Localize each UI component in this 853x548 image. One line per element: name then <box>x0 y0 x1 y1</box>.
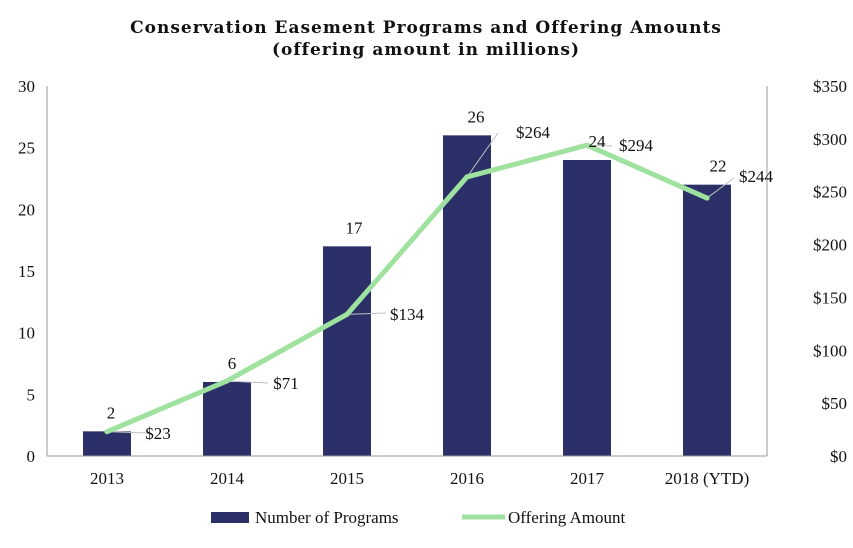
line-value-label: $71 <box>273 374 299 393</box>
right-tick-label: $350 <box>813 77 847 96</box>
leader-line <box>106 431 149 434</box>
line-point <box>224 378 230 384</box>
offering-amount-line <box>104 142 710 435</box>
bar <box>83 431 131 456</box>
legend-label-offering-amount: Offering Amount <box>508 508 626 527</box>
left-tick-label: 20 <box>18 200 35 219</box>
bar-value-label: 22 <box>710 157 727 176</box>
line-layer <box>104 142 710 435</box>
bar <box>563 160 611 456</box>
bar-value-label: 26 <box>468 107 485 126</box>
x-tick-label: 2016 <box>450 469 484 488</box>
left-tick-label: 25 <box>18 139 35 158</box>
bar-value-label: 2 <box>107 403 116 422</box>
chart-title: Conservation Easement Programs and Offer… <box>130 18 722 38</box>
bar <box>683 184 731 456</box>
x-tick-label: 2015 <box>330 469 364 488</box>
bar-value-label: 24 <box>589 132 607 151</box>
x-tick-label: 2018 (YTD) <box>665 469 750 488</box>
left-axis: 0 5 10 15 20 25 30 <box>18 77 48 466</box>
right-tick-label: $200 <box>813 236 847 255</box>
chart-subtitle: (offering amount in millions) <box>272 40 580 60</box>
x-tick-label: 2014 <box>210 469 245 488</box>
left-tick-label: 30 <box>18 77 35 96</box>
line-point <box>344 311 350 317</box>
bar-value-label: 6 <box>228 354 237 373</box>
left-tick-label: 10 <box>18 324 35 343</box>
leader-line <box>346 312 387 315</box>
bar <box>203 382 251 456</box>
x-tick-label: 2017 <box>570 469 605 488</box>
right-tick-label: $150 <box>813 288 847 307</box>
bar-value-label: 17 <box>346 218 364 237</box>
right-tick-label: $300 <box>813 130 847 149</box>
legend-label-number-of-programs: Number of Programs <box>255 508 399 527</box>
right-tick-label: $250 <box>813 183 847 202</box>
leader-line <box>706 177 735 199</box>
line-value-label: $264 <box>516 123 551 142</box>
x-tick-label: 2013 <box>90 469 124 488</box>
line-point <box>704 195 710 201</box>
right-tick-label: $100 <box>813 341 847 360</box>
legend-swatch-number-of-programs <box>211 512 249 523</box>
line-point <box>104 429 110 435</box>
bar <box>443 135 491 457</box>
line-point <box>464 174 470 180</box>
leader-lines-layer <box>106 132 735 434</box>
leader-line <box>466 132 499 178</box>
legend: Number of Programs Offering Amount <box>211 508 626 527</box>
x-axis: 2013 2014 2015 2016 2017 2018 (YTD) <box>47 455 767 488</box>
line-value-label: $134 <box>390 305 425 324</box>
left-tick-label: 0 <box>27 447 36 466</box>
right-axis: $0 $50 $100 $150 $200 $250 $300 $350 <box>766 77 848 466</box>
leader-line <box>226 380 269 384</box>
bars-layer <box>83 135 731 457</box>
line-point <box>584 142 590 148</box>
right-tick-label: $0 <box>830 447 847 466</box>
line-value-label: $294 <box>619 136 654 155</box>
right-tick-label: $50 <box>822 394 848 413</box>
left-tick-label: 5 <box>27 385 36 404</box>
line-value-label: $244 <box>739 167 774 186</box>
left-tick-label: 15 <box>18 262 35 281</box>
line-value-label: $23 <box>145 424 171 443</box>
bar <box>323 246 371 456</box>
